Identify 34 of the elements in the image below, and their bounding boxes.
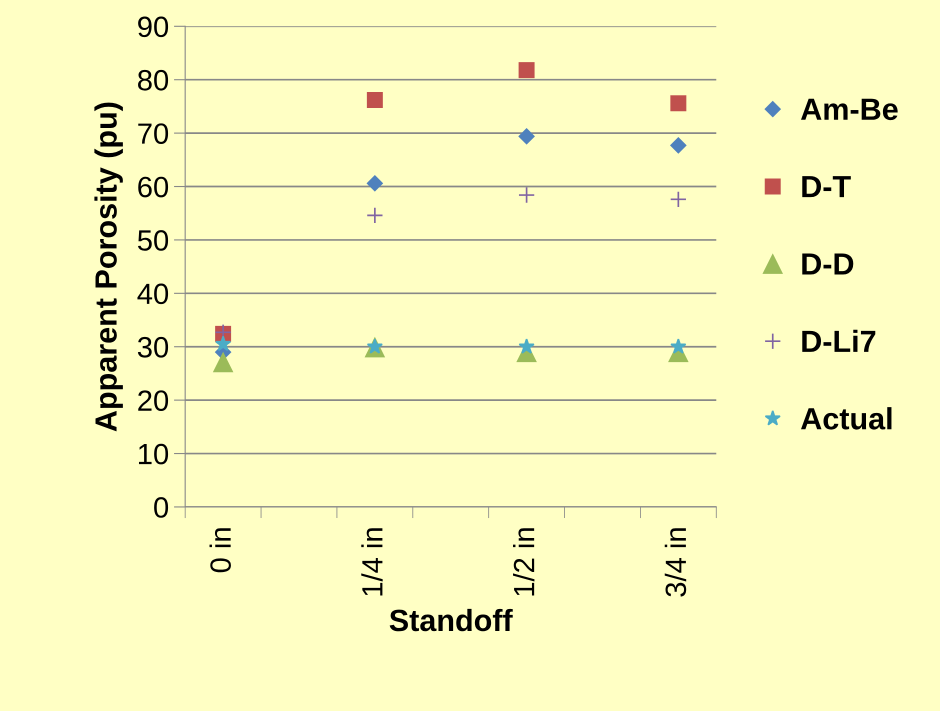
y-axis-title: Apparent Porosity (pu) [94, 102, 123, 432]
y-tick-label: 40 [137, 284, 168, 304]
legend-label: Am-Be [800, 98, 898, 120]
y-tick-label: 90 [138, 16, 168, 38]
point [670, 137, 687, 154]
legend-label: D-T [802, 176, 851, 198]
legend-label: Actual [800, 407, 892, 430]
x-tick-label: 0 in [210, 528, 231, 572]
legend-label: D-D [802, 254, 854, 275]
x-tick-label: 1/4 in [361, 528, 383, 596]
point [215, 336, 232, 352]
point [670, 190, 687, 208]
y-tick-label: 0 [154, 497, 168, 518]
point [518, 338, 535, 354]
point [518, 62, 535, 78]
y-tick-label: 10 [138, 444, 168, 464]
y-tick-label: 30 [138, 336, 168, 358]
y-tick-label: 50 [138, 230, 168, 251]
point [213, 352, 234, 372]
point [366, 206, 384, 224]
point [366, 92, 383, 108]
y-tick-label: 60 [138, 176, 168, 198]
point [518, 128, 535, 145]
point [366, 175, 384, 192]
y-tick-label: 20 [138, 390, 168, 411]
point [670, 95, 686, 112]
point [518, 186, 536, 204]
x-tick-label: 3/4 in [664, 528, 686, 597]
y-tick-label: 80 [138, 70, 168, 91]
y-tick-label: 70 [138, 123, 168, 144]
x-tick-label: 1/2 in [513, 528, 534, 596]
point [670, 338, 686, 354]
legend-label: D-Li7 [802, 330, 876, 352]
x-axis-title: Standoff [390, 608, 513, 632]
